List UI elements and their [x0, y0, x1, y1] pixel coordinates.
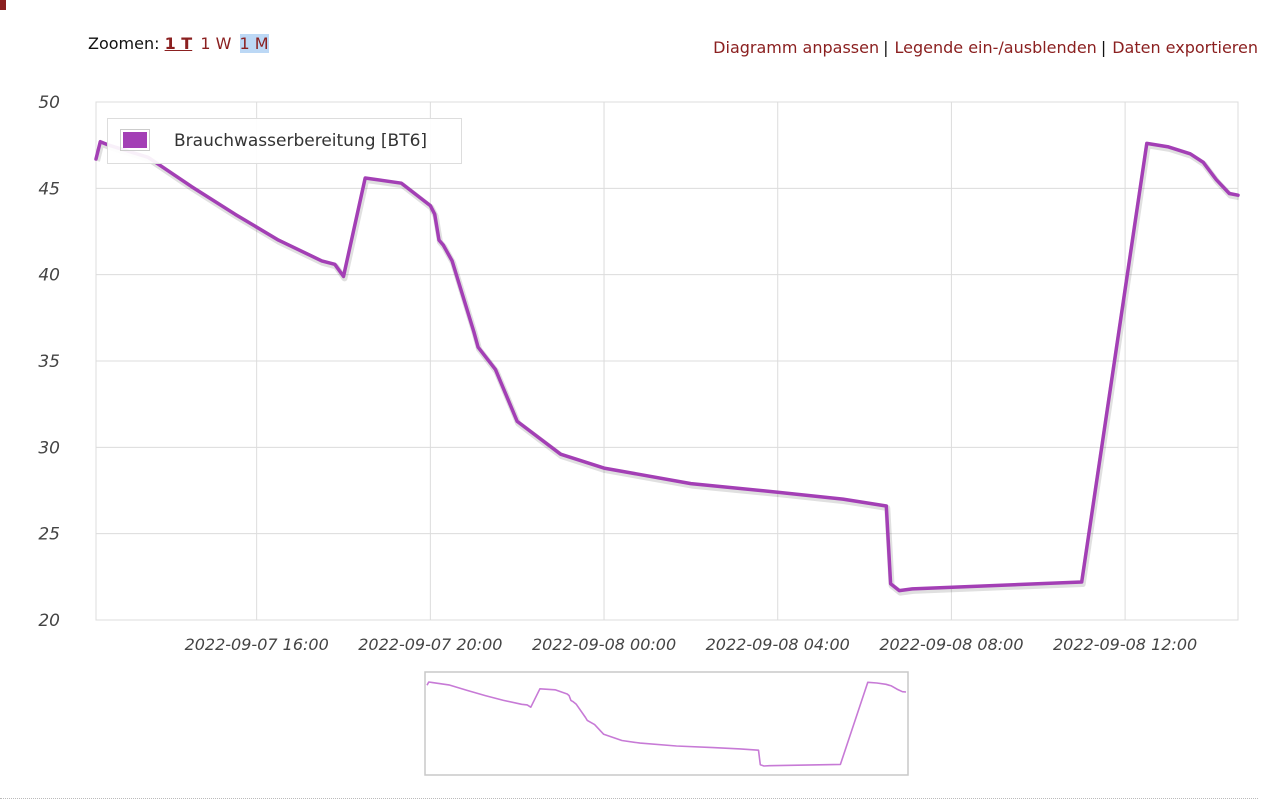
zoom-label: Zoomen:: [88, 34, 160, 53]
series-shadow: [94, 140, 1240, 596]
legend-swatch: [120, 129, 150, 151]
y-tick-label: 45: [38, 179, 60, 199]
zoom-1-day[interactable]: 1 T: [164, 34, 193, 53]
customize-chart-link[interactable]: Diagramm anpassen: [713, 38, 880, 57]
y-tick-label: 35: [38, 352, 60, 372]
x-tick-label: 2022-09-08 12:00: [1053, 635, 1197, 654]
separator: |: [883, 38, 889, 57]
y-tick-label: 40: [38, 266, 60, 286]
x-tick-label: 2022-09-07 20:00: [358, 635, 502, 654]
footer-divider: [0, 798, 1258, 799]
zoom-controls: Zoomen: 1 T 1 W 1 M: [88, 34, 272, 53]
separator: |: [1100, 38, 1107, 57]
legend[interactable]: Brauchwasserbereitung [BT6]: [107, 118, 462, 164]
series-line-bt6[interactable]: [94, 139, 1240, 593]
navigator-frame[interactable]: [424, 671, 909, 776]
chart-actions: Diagramm anpassen | Legende ein-/ausblende…: [678, 34, 1258, 61]
zoom-1-month[interactable]: 1 M: [239, 34, 269, 53]
zoom-1-week[interactable]: 1 W: [200, 34, 232, 53]
grid: [95, 101, 1239, 621]
x-tick-label: 2022-09-07 16:00: [185, 635, 329, 654]
export-data-link[interactable]: Daten exportieren: [1112, 38, 1258, 57]
x-tick-label: 2022-09-08 08:00: [879, 635, 1023, 654]
x-tick-label: 2022-09-08 00:00: [532, 635, 676, 654]
y-tick-label: 30: [38, 438, 60, 458]
series-layer: [94, 139, 1240, 596]
toggle-legend-link[interactable]: Legende ein-/ausblenden: [894, 38, 1097, 57]
y-tick-label: 20: [38, 611, 60, 631]
corner-mark: [0, 0, 6, 10]
x-tick-label: 2022-09-08 04:00: [706, 635, 850, 654]
y-tick-label: 25: [38, 525, 60, 545]
navigator[interactable]: [424, 671, 909, 776]
axes: 20 25 30 35 40 45 50 2022-09-07 16:00 2022-09-07…: [38, 93, 1197, 654]
chart-toolbar: Zoomen: 1 T 1 W 1 M Diagramm anpassen | Le…: [88, 34, 1258, 94]
legend-entry-label: Brauchwasserbereitung [BT6]: [174, 131, 428, 151]
y-tick-label: 50: [38, 93, 60, 113]
navigator-series-line: [426, 681, 907, 767]
